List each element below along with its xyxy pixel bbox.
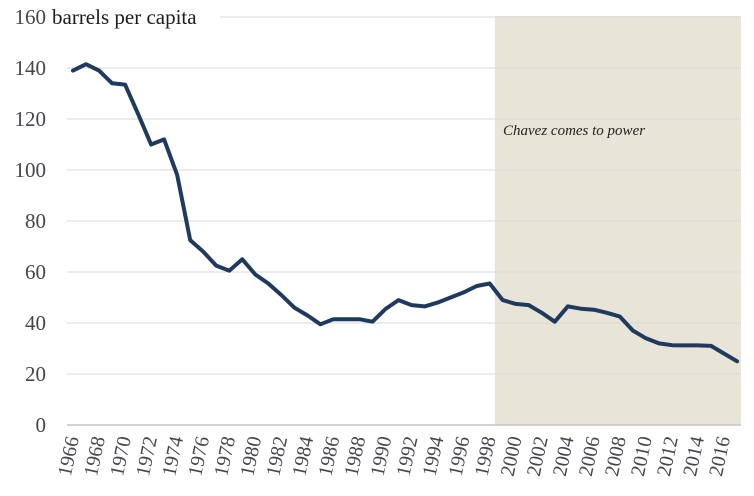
x-tick-label: 1984 — [288, 434, 318, 478]
x-tick-label: 1988 — [341, 434, 371, 478]
x-tick-label: 2010 — [627, 434, 657, 478]
x-tick-label: 1980 — [236, 434, 266, 478]
x-tick-label: 2016 — [705, 434, 735, 478]
x-tick-label: 1990 — [367, 434, 397, 478]
chart-layers: 0204060801001201401601966196819701972197… — [15, 5, 741, 478]
x-tick-label: 1966 — [54, 434, 84, 478]
x-tick-label: 2004 — [549, 434, 579, 478]
x-tick-label: 1968 — [80, 434, 110, 478]
y-tick-label: 80 — [25, 209, 46, 233]
x-tick-label: 1976 — [184, 434, 214, 478]
x-tick-label: 1982 — [262, 434, 292, 478]
y-tick-label: 40 — [25, 311, 46, 335]
y-tick-label: 60 — [25, 260, 46, 284]
x-tick-label: 1972 — [132, 434, 162, 478]
y-axis-unit-label: barrels per capita — [52, 5, 197, 29]
y-tick-label: 120 — [15, 107, 47, 131]
x-tick-label: 1970 — [106, 434, 136, 478]
x-tick-label: 2006 — [575, 434, 605, 478]
y-tick-label: 100 — [15, 158, 47, 182]
x-tick-label: 2012 — [653, 434, 683, 478]
x-tick-label: 2002 — [523, 434, 553, 478]
x-tick-label: 1986 — [314, 434, 344, 478]
y-tick-label: 20 — [25, 362, 46, 386]
oil-per-capita-line — [71, 62, 740, 364]
x-tick-label: 2014 — [679, 434, 709, 478]
x-tick-label: 1994 — [419, 434, 449, 478]
y-tick-label: 0 — [36, 413, 47, 437]
x-tick-label: 1992 — [393, 434, 423, 478]
x-tick-label: 1996 — [445, 434, 475, 478]
y-tick-label: 140 — [15, 56, 47, 80]
annotation-chavez-comes-to-power: Chavez comes to power — [503, 123, 645, 139]
x-tick-label: 1974 — [158, 434, 188, 478]
y-tick-label: 160 — [15, 5, 47, 29]
x-tick-label: 1998 — [471, 434, 501, 478]
x-tick-label: 2000 — [497, 434, 527, 478]
x-tick-label: 2008 — [601, 434, 631, 478]
x-tick-label: 1978 — [210, 434, 240, 478]
